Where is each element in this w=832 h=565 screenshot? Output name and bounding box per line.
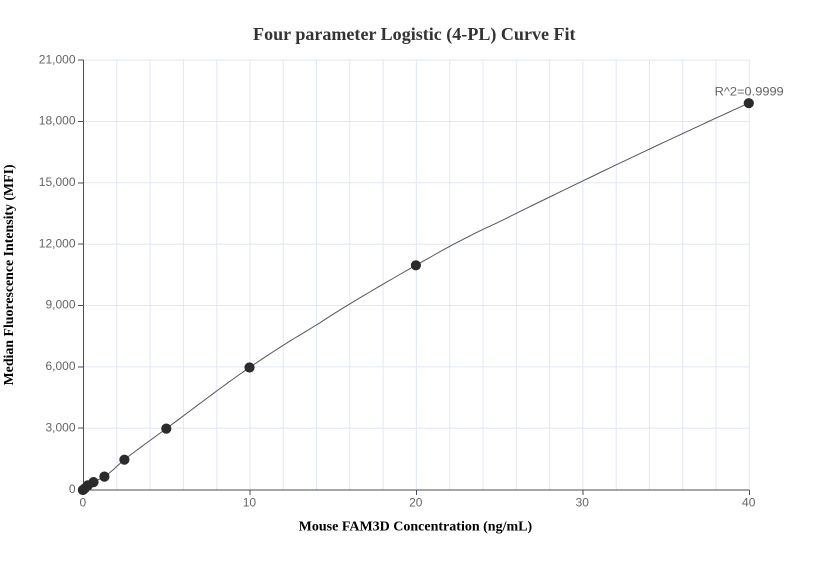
svg-text:12,000: 12,000 <box>39 236 76 250</box>
svg-text:0: 0 <box>80 496 87 510</box>
svg-text:20: 20 <box>409 496 423 510</box>
svg-text:0: 0 <box>69 482 76 496</box>
svg-text:40: 40 <box>742 496 756 510</box>
svg-text:30: 30 <box>576 496 590 510</box>
svg-text:Median Fluorescence Intensity: Median Fluorescence Intensity (MFI) <box>2 164 17 385</box>
svg-text:9,000: 9,000 <box>45 298 75 312</box>
svg-text:15,000: 15,000 <box>39 175 76 189</box>
svg-text:3,000: 3,000 <box>45 420 75 434</box>
svg-text:Mouse FAM3D Concentration (ng/: Mouse FAM3D Concentration (ng/mL) <box>299 520 533 535</box>
svg-text:Four parameter Logistic (4-PL): Four parameter Logistic (4-PL) Curve Fit <box>253 24 576 45</box>
svg-text:21,000: 21,000 <box>39 52 76 66</box>
svg-text:R^2=0.9999: R^2=0.9999 <box>715 84 784 98</box>
svg-text:10: 10 <box>243 496 257 510</box>
svg-text:6,000: 6,000 <box>45 359 75 373</box>
svg-text:18,000: 18,000 <box>39 114 76 128</box>
